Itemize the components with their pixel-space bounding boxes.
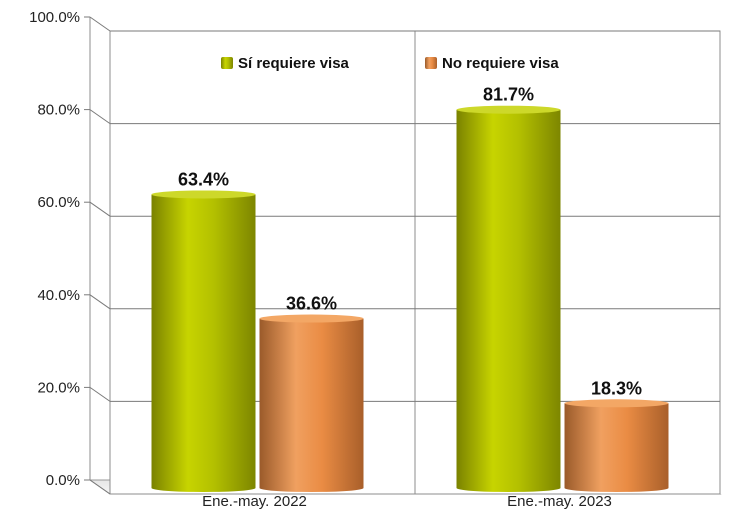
bar-base bbox=[456, 484, 561, 492]
bar-body bbox=[151, 194, 256, 488]
legend-swatch-si bbox=[221, 57, 233, 69]
data-labels: 63.4% 36.6% 81.7% 18.3% bbox=[178, 85, 642, 399]
y-axis-ticks: 0.0% 20.0% 40.0% 60.0% 80.0% 100.0% bbox=[29, 9, 90, 489]
data-label: 63.4% bbox=[178, 169, 229, 189]
gridline-side bbox=[89, 201, 111, 217]
gridline-side bbox=[89, 386, 111, 402]
y-tick-label: 100.0% bbox=[29, 9, 80, 26]
bar-top bbox=[151, 190, 256, 199]
gridline-side bbox=[89, 479, 111, 495]
y-tick-label: 80.0% bbox=[37, 102, 80, 119]
data-label: 81.7% bbox=[483, 85, 534, 105]
bar-top bbox=[564, 399, 669, 408]
bar-base bbox=[151, 484, 256, 492]
bar-body bbox=[564, 403, 669, 488]
x-axis-labels: Ene.-may. 2022 Ene.-may. 2023 bbox=[202, 493, 612, 510]
legend-item-no-requiere-visa: No requiere visa bbox=[425, 55, 559, 72]
data-label: 36.6% bbox=[286, 294, 337, 314]
bar-top bbox=[259, 314, 364, 323]
legend: Sí requiere visa No requiere visa bbox=[221, 55, 559, 72]
gridline-side bbox=[89, 16, 111, 32]
y-tick-label: 60.0% bbox=[37, 194, 80, 211]
bar bbox=[456, 105, 561, 492]
legend-label-si: Sí requiere visa bbox=[238, 55, 350, 72]
y-tick-label: 20.0% bbox=[37, 379, 80, 396]
bar-top bbox=[456, 105, 561, 114]
legend-label-no: No requiere visa bbox=[442, 55, 559, 72]
x-category-label: Ene.-may. 2023 bbox=[507, 493, 612, 510]
bar bbox=[151, 190, 256, 492]
legend-swatch-no bbox=[425, 57, 437, 69]
bar bbox=[564, 399, 669, 492]
bars bbox=[151, 105, 669, 492]
gridline-side bbox=[89, 109, 111, 125]
bar-base bbox=[259, 484, 364, 492]
gridline-side bbox=[89, 294, 111, 310]
y-tick-label: 40.0% bbox=[37, 287, 80, 304]
bar-base bbox=[564, 484, 669, 492]
y-tick-label: 0.0% bbox=[46, 472, 80, 489]
legend-item-si-requiere-visa: Sí requiere visa bbox=[221, 55, 350, 72]
data-label: 18.3% bbox=[591, 378, 642, 398]
x-category-label: Ene.-may. 2022 bbox=[202, 493, 307, 510]
bar-body bbox=[456, 109, 561, 488]
bar bbox=[259, 314, 364, 492]
bar-body bbox=[259, 318, 364, 488]
